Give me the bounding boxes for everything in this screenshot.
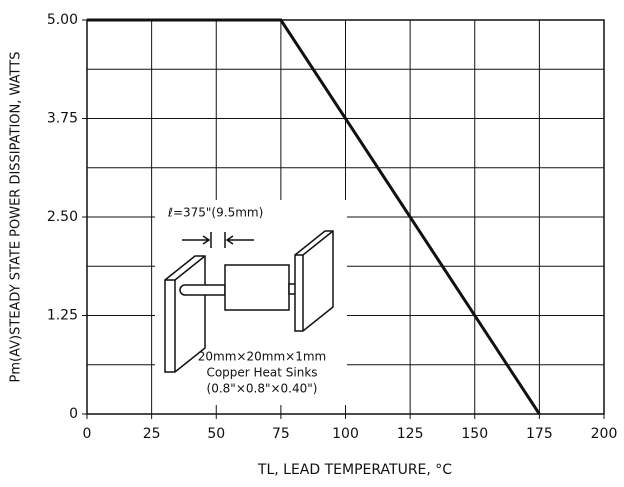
x-tick-label: 175: [526, 426, 553, 442]
y-axis-label: Pm(AV)STEADY STATE POWER DISSIPATION, WA…: [9, 52, 24, 383]
heat-sink: [294, 230, 334, 332]
y-tick-label: 5.00: [47, 12, 78, 28]
annotation: Copper Heat Sinks: [206, 366, 317, 380]
x-tick-label: 25: [143, 426, 161, 442]
x-axis-label: TL, LEAD TEMPERATURE, °C: [257, 462, 452, 478]
inset: ℓ=375"(9.5mm) 20mm×20mm×1mm Copper Heat …: [155, 200, 347, 405]
marks: [87, 18, 541, 415]
x-tick-label: 150: [461, 426, 488, 442]
diode-body: [224, 264, 290, 311]
y-tick-label: 3.75: [47, 111, 78, 127]
x-tick-label: 200: [591, 426, 618, 442]
lead: [179, 284, 226, 296]
plot-frame: [86, 19, 605, 415]
x-tick-label: 50: [207, 426, 225, 442]
dim-arrows: [182, 235, 254, 245]
x-tick-label: 75: [272, 426, 290, 442]
x-tick-label: 100: [332, 426, 359, 442]
lead-length: ℓ=375"(9.5mm): [167, 206, 263, 220]
annotation: 20mm×20mm×1mm: [198, 350, 326, 364]
y-tick-label: 0: [69, 406, 78, 422]
x-tick-label: 125: [397, 426, 424, 442]
annotation: (0.8"×0.8"×0.40"): [207, 382, 318, 396]
y-tick-label: 2.50: [47, 209, 78, 225]
series-line: [87, 18, 541, 415]
y-tick-label: 1.25: [47, 308, 78, 324]
x-tick-label: 0: [83, 426, 92, 442]
